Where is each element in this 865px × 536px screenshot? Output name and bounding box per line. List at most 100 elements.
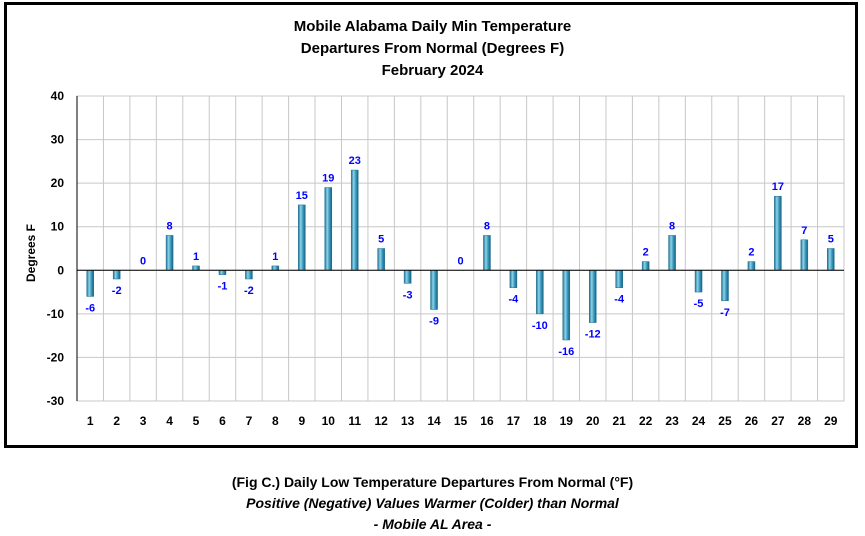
x-tick-label: 11 [348,414,361,428]
data-label: 7 [801,225,807,237]
chart-title-line-3: February 2024 [381,62,484,79]
x-tick-label: 18 [533,414,547,428]
bar-day-26 [747,261,756,271]
bar-day-5 [192,265,200,271]
bar-day-28 [800,239,809,271]
y-tick-label: 10 [51,220,65,234]
data-label: 2 [643,247,649,259]
bar-layer [86,169,835,341]
y-tick-label: -20 [47,350,65,364]
x-tick-label: 1 [87,414,94,428]
data-label: -4 [614,294,625,306]
x-tick-label: 12 [374,414,388,428]
chart-title-line-1: Mobile Alabama Daily Min Temperature [293,18,572,35]
bar-day-7 [245,270,253,280]
bar-day-22 [641,261,650,271]
bar-day-11 [350,169,359,271]
x-tick-label: 15 [454,414,468,428]
data-label: 8 [167,220,173,232]
label-layer: -6 -2 0 8 1 -1 -2 1 15 19 23 5 -3 -9 0 8 -4 -10 -16 -12 -4 2 8… [85,155,834,358]
data-label: 5 [828,234,834,246]
data-label: 0 [457,255,463,267]
bar-day-25 [721,270,729,302]
data-label: 1 [272,251,278,263]
data-label: 5 [378,234,384,246]
data-label: -2 [244,285,254,297]
x-tick-label: 6 [219,414,226,428]
x-tick-label: 23 [665,414,679,428]
bar-day-2 [112,270,121,280]
bar-day-23 [668,235,676,271]
x-tick-label: 28 [798,414,812,428]
x-tick-label: 26 [745,414,759,428]
x-tick-label: 13 [401,414,415,428]
x-tick-label: 4 [166,414,173,428]
bar-day-14 [430,270,438,310]
data-label: -2 [112,285,122,297]
bar-day-24 [694,270,703,293]
caption-line-2: Positive (Negative) Values Warmer (Colde… [246,495,619,511]
data-label: -3 [403,289,413,301]
x-tick-label: 19 [560,414,574,428]
bar-day-16 [483,235,491,271]
grid-layer [76,95,845,402]
x-tick-label: 8 [272,414,279,428]
data-label: -12 [585,329,601,341]
bar-day-6 [218,270,227,275]
bar-day-4 [165,235,174,271]
data-label: 8 [484,220,490,232]
data-label: 1 [193,251,199,263]
data-label: 2 [748,247,754,259]
bar-day-9 [298,204,306,271]
y-tick-label: 0 [57,263,64,277]
x-tick-label: 14 [427,414,441,428]
y-tick-label: 20 [51,176,65,190]
data-label: 0 [140,255,146,267]
data-label: -16 [558,346,574,358]
bar-day-20 [588,270,597,323]
x-tick-label: 22 [639,414,653,428]
y-tick-label: 30 [51,133,65,147]
plot-area [76,95,845,402]
x-tick-label: 20 [586,414,600,428]
bar-day-12 [377,248,385,271]
x-tick-label: 10 [322,414,336,428]
caption-line-1: (Fig C.) Daily Low Temperature Departure… [231,474,634,490]
bar-day-29 [827,248,835,271]
bar-day-19 [562,270,571,341]
x-tick-label: 21 [613,414,627,428]
data-label: 19 [322,173,334,185]
data-label: -9 [429,316,439,328]
bar-day-21 [615,270,623,288]
x-tick-label: 3 [140,414,147,428]
x-tick-label: 25 [718,414,732,428]
data-label: 15 [296,190,308,202]
bar-day-17 [509,270,518,288]
x-tick-label: 24 [692,414,706,428]
bar-day-10 [324,187,333,271]
data-label: -5 [694,298,704,310]
x-tick-label: 5 [193,414,200,428]
y-tick-label: 40 [51,89,65,103]
data-label: 23 [349,155,361,167]
bar-day-18 [536,270,544,315]
data-label: -4 [509,294,520,306]
bar-day-13 [403,270,412,284]
y-tick-label: -30 [47,394,65,408]
data-label: -1 [218,281,228,293]
bar-day-27 [774,195,782,271]
x-tick-label: 9 [298,414,305,428]
bar-day-1 [86,270,94,297]
x-tick-label: 27 [771,414,785,428]
x-tick-label: 7 [246,414,253,428]
data-label: 8 [669,220,675,232]
data-label: -6 [85,302,95,314]
data-label: -10 [532,320,548,332]
x-tick-label: 2 [113,414,120,428]
y-tick-label: -10 [47,307,65,321]
x-tick-label: 29 [824,414,838,428]
chart-title-line-2: Departures From Normal (Degrees F) [300,40,565,57]
y-axis-label: Degrees F [24,224,38,282]
